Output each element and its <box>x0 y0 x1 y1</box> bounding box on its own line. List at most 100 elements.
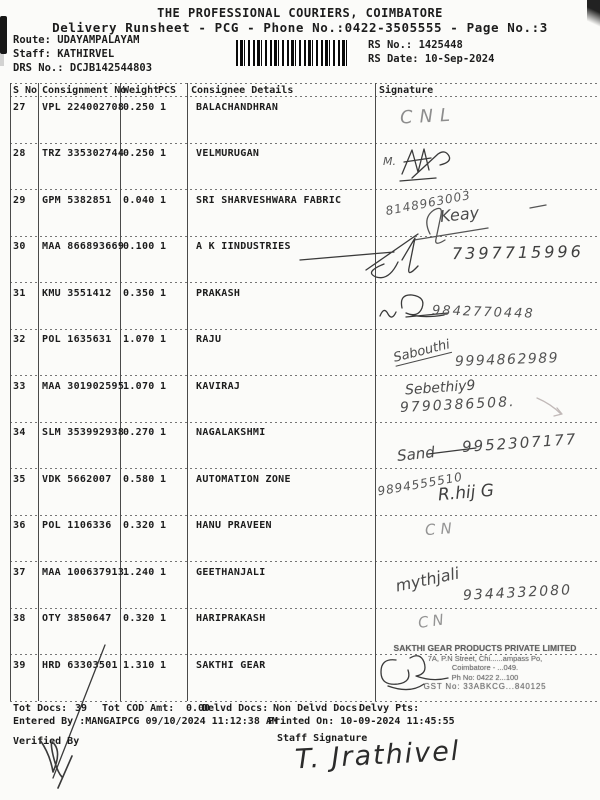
cell-sno: 32 <box>13 334 26 345</box>
table-border-line <box>10 701 598 702</box>
table-border-line <box>10 608 598 609</box>
table-border-line <box>10 189 598 190</box>
cell-consignment: HRD 63303501 <box>42 660 118 671</box>
cell-consignment: POL 1635631 <box>42 334 112 345</box>
column-header-consignment: Consignment No <box>42 85 127 96</box>
rs-number: RS No.: 1425448 <box>368 39 463 51</box>
cell-consignment: VPL 224002708 <box>42 102 125 113</box>
cell-pcs: 1 <box>160 520 167 531</box>
scan-artifact-top-right <box>587 0 600 30</box>
cell-consignment: OTY 3850647 <box>42 613 112 624</box>
table-border-line <box>10 329 598 330</box>
cell-consignee: SRI SHARVESHWARA FABRIC <box>196 195 342 206</box>
table-border-line <box>10 143 598 144</box>
verified-by-scribble <box>39 739 73 789</box>
delvy-pts-label: Delvy Pts: <box>359 703 420 714</box>
stamp-company-name: SAKTHI GEAR PRODUCTS PRIVATE LIMITED <box>393 643 577 653</box>
cell-sno: 37 <box>13 567 26 578</box>
signature-scribble-28 <box>399 148 451 182</box>
runsheet-subtitle: Delivery Runsheet - PCG - Phone No.:0422… <box>52 20 548 35</box>
table-border-line <box>10 375 598 376</box>
company-stamp: SAKTHI GEAR PRODUCTS PRIVATE LIMITED 7A,… <box>374 643 596 692</box>
signature-text-36: CN <box>424 518 458 540</box>
cell-sno: 31 <box>13 288 26 299</box>
cell-weight: 0.250 <box>123 148 155 159</box>
cell-consignee: KAVIRAJ <box>196 381 241 392</box>
table-border-line <box>10 236 598 237</box>
stray-pen-line <box>52 644 106 779</box>
signature-scribble-30 <box>299 233 419 279</box>
cell-sno: 39 <box>13 660 26 671</box>
signature-phone-32: 9994862989 <box>454 350 560 370</box>
column-header-sno: S No <box>13 85 38 96</box>
cell-pcs: 1 <box>160 381 167 392</box>
signature-scribble-29 <box>413 204 547 244</box>
cell-pcs: 1 <box>160 567 167 578</box>
cell-pcs: 1 <box>160 613 167 624</box>
table-border-line <box>10 515 598 516</box>
column-header-pcs: PCS <box>158 85 177 96</box>
cell-consignee: RAJU <box>196 334 222 345</box>
entered-by-line: Entered By :MANGAIPCG 09/10/2024 11:12:3… <box>13 716 278 727</box>
cell-weight: 0.270 <box>123 427 155 438</box>
cell-weight: 0.320 <box>123 520 155 531</box>
table-border-line <box>10 422 598 423</box>
cell-weight: 1.070 <box>123 381 155 392</box>
cell-sno: 33 <box>13 381 26 392</box>
signature-text-38: CN <box>416 610 449 632</box>
signature-dash-34 <box>427 447 477 455</box>
tot-cod-value: 0.00 <box>186 703 211 714</box>
cell-weight: 0.580 <box>123 474 155 485</box>
stamp-city-line: Coimbatore - ...049. <box>451 663 519 672</box>
table-border-line <box>10 96 598 97</box>
cell-pcs: 1 <box>160 660 167 671</box>
cell-consignment: SLM 353992938 <box>42 427 125 438</box>
cell-weight: 0.320 <box>123 613 155 624</box>
cell-consignee: SAKTHI GEAR <box>196 660 266 671</box>
cell-consignee: GEETHANJALI <box>196 567 266 578</box>
cell-consignment: KMU 3551412 <box>42 288 112 299</box>
table-border-line <box>10 561 598 562</box>
table-border-line <box>10 282 598 283</box>
cell-weight: 0.350 <box>123 288 155 299</box>
signature-name-33: Sebethiy9 <box>404 377 476 399</box>
cell-pcs: 1 <box>160 195 167 206</box>
cell-consignee: A K IINDUSTRIES <box>196 241 291 252</box>
delvd-docs-label: Delvd Docs: <box>202 703 269 714</box>
cell-consignment: MAA 866893669 <box>42 241 125 252</box>
cell-pcs: 1 <box>160 288 167 299</box>
cell-pcs: 1 <box>160 102 167 113</box>
cell-weight: 1.240 <box>123 567 155 578</box>
cell-weight: 1.070 <box>123 334 155 345</box>
cell-consignee: AUTOMATION ZONE <box>196 474 291 485</box>
signature-name-37: mythjali <box>393 563 461 596</box>
tot-docs-value: 39 <box>75 703 88 714</box>
cell-weight: 1.310 <box>123 660 155 671</box>
drs-number: DRS No.: DCJB142544803 <box>13 62 153 74</box>
cell-consignee: NAGALAKSHMI <box>196 427 266 438</box>
cell-consignee: BALACHANDHRAN <box>196 102 279 113</box>
cell-pcs: 1 <box>160 427 167 438</box>
table-column-line <box>38 83 39 701</box>
scan-artifact-left <box>0 16 7 54</box>
cell-consignee: HANU PRAVEEN <box>196 520 272 531</box>
cell-sno: 35 <box>13 474 26 485</box>
signature-text-27: CNL <box>399 104 458 129</box>
cell-consignee: PRAKASH <box>196 288 241 299</box>
cell-consignee: HARIPRAKASH <box>196 613 266 624</box>
cell-consignment: MAA 100637913 <box>42 567 125 578</box>
signature-name-35: R.hij G <box>437 480 495 506</box>
table-column-line <box>10 83 11 701</box>
cell-sno: 30 <box>13 241 26 252</box>
table-border-line <box>10 654 598 655</box>
cell-consignment: TRZ 335302744 <box>42 148 125 159</box>
rs-date: RS Date: 10-Sep-2024 <box>368 53 495 65</box>
staff-info: Staff: KATHIRVEL <box>13 48 115 60</box>
cell-sno: 27 <box>13 102 26 113</box>
table-column-line <box>375 83 376 701</box>
page-title: THE PROFESSIONAL COURIERS, COIMBATORE <box>157 6 443 20</box>
signature-text-28: M. <box>383 155 396 168</box>
tot-cod-label: Tot COD Amt: <box>102 703 175 714</box>
scan-artifact-left-smudge <box>0 54 4 66</box>
